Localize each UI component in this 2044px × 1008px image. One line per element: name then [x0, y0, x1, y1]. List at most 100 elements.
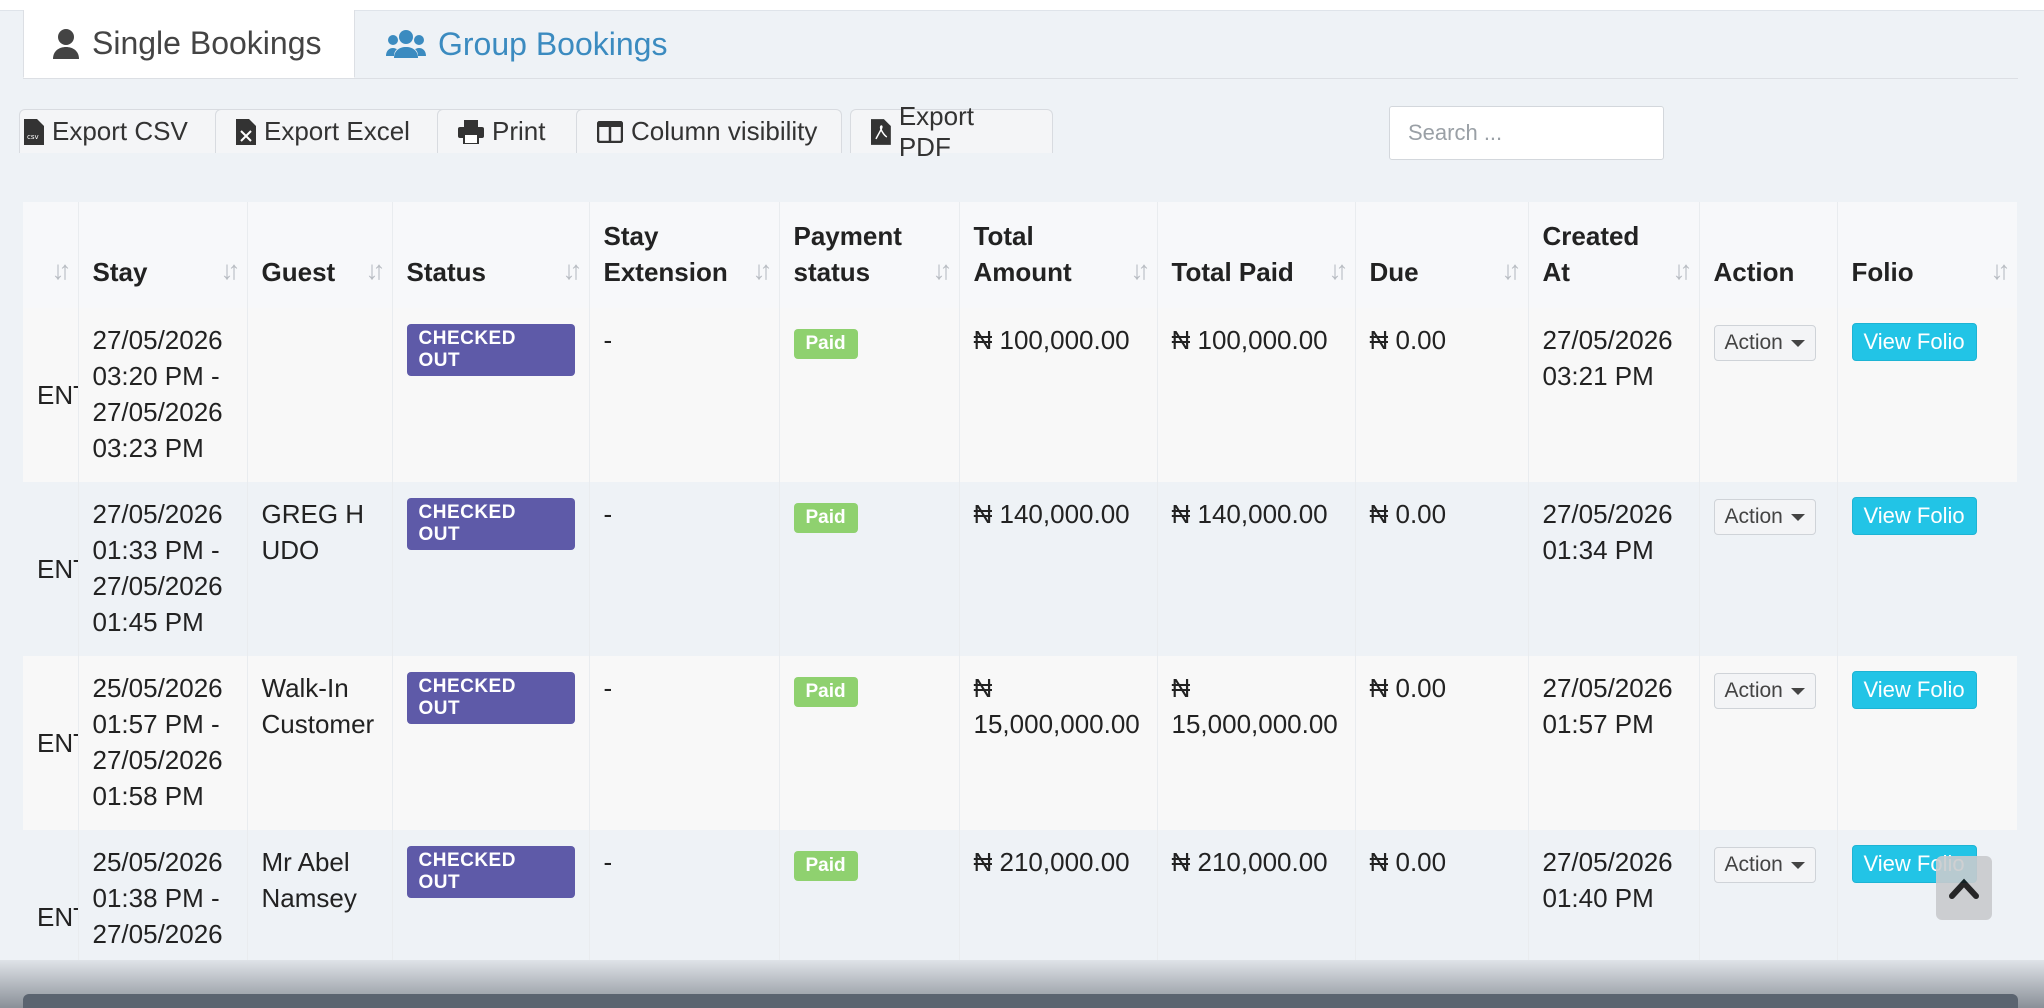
sort-icon: ↓↑: [1990, 255, 2011, 285]
table-header-row: ↓↑ Stay ↓↑ Guest ↓↑ Status ↓↑ Stay Extension…: [23, 202, 2017, 308]
col-header-total-paid[interactable]: Total Paid ↓↑: [1157, 202, 1356, 308]
csv-file-icon: csv: [24, 118, 44, 145]
cell-status: CHECKED OUT: [392, 830, 590, 982]
cell-total-amount: ₦ 140,000.00: [959, 482, 1158, 656]
col-header-total-amount[interactable]: Total Amount ↓↑: [959, 202, 1158, 308]
columns-icon: [597, 120, 623, 143]
cell-guest: Walk-In Customer: [247, 656, 393, 830]
column-visibility-button[interactable]: Column visibility: [576, 109, 842, 153]
cell-due: ₦ 0.00: [1355, 482, 1529, 656]
cell-total-amount: ₦ 15,000,000.00: [959, 656, 1158, 830]
svg-text:csv: csv: [27, 133, 39, 141]
cell-partial: ENT: [23, 482, 79, 656]
payment-status-badge: Paid: [793, 503, 858, 533]
cell-payment-status: Paid: [779, 830, 960, 982]
payment-status-badge: Paid: [793, 329, 858, 359]
cell-folio: View Folio: [1837, 656, 2017, 830]
view-folio-button[interactable]: View Folio: [1851, 497, 1977, 535]
col-header-action: Action: [1699, 202, 1838, 308]
cell-total-amount: ₦ 210,000.00: [959, 830, 1158, 982]
cell-total-paid: ₦ 100,000.00: [1157, 308, 1356, 482]
cell-total-paid: ₦ 210,000.00: [1157, 830, 1356, 982]
action-dropdown-button[interactable]: Action: [1713, 325, 1816, 361]
sort-icon: ↓↑: [1328, 255, 1349, 285]
sort-icon: ↓↑: [752, 255, 773, 285]
cell-partial: ENT: [23, 656, 79, 830]
print-button[interactable]: Print: [437, 109, 592, 153]
cell-guest: [247, 308, 393, 482]
col-header-partial[interactable]: ↓↑: [23, 202, 79, 308]
caret-down-icon: [1790, 861, 1805, 869]
cell-stay-extension: -: [589, 308, 780, 482]
col-header-stay-extension[interactable]: Stay Extension ↓↑: [589, 202, 780, 308]
cell-due: ₦ 0.00: [1355, 308, 1529, 482]
cell-created-at: 27/05/2026 01:34 PM: [1528, 482, 1700, 656]
scroll-to-top-button[interactable]: [1936, 856, 1992, 920]
cell-action: Action: [1699, 830, 1838, 982]
cell-partial: ENT: [23, 308, 79, 482]
cell-status: CHECKED OUT: [392, 482, 590, 656]
chevron-up-icon: [1949, 878, 1979, 899]
caret-down-icon: [1790, 339, 1805, 347]
cell-partial: ENT: [23, 830, 79, 982]
cell-stay: 27/05/2026 01:33 PM -27/05/2026 01:45 PM: [78, 482, 248, 656]
view-folio-button[interactable]: View Folio: [1851, 323, 1977, 361]
action-dropdown-button[interactable]: Action: [1713, 847, 1816, 883]
bookings-table-wrapper: ↓↑ Stay ↓↑ Guest ↓↑ Status ↓↑ Stay Extension…: [23, 202, 2017, 982]
cell-stay-extension: -: [589, 482, 780, 656]
search-input[interactable]: [1389, 106, 1664, 160]
col-header-guest[interactable]: Guest ↓↑: [247, 202, 393, 308]
tab-single-bookings[interactable]: Single Bookings: [23, 10, 355, 78]
col-header-payment-status[interactable]: Payment status ↓↑: [779, 202, 960, 308]
sort-icon: ↓↑: [562, 255, 583, 285]
status-badge: CHECKED OUT: [406, 498, 575, 550]
col-header-created-at[interactable]: Created At ↓↑: [1528, 202, 1700, 308]
caret-down-icon: [1790, 687, 1805, 695]
cell-created-at: 27/05/2026 03:21 PM: [1528, 308, 1700, 482]
cell-payment-status: Paid: [779, 308, 960, 482]
payment-status-badge: Paid: [793, 677, 858, 707]
tab-single-bookings-label: Single Bookings: [92, 25, 322, 61]
taskbar-strip: [23, 994, 2018, 1008]
bookings-table: ↓↑ Stay ↓↑ Guest ↓↑ Status ↓↑ Stay Extension…: [23, 202, 2017, 982]
export-csv-button[interactable]: csv Export CSV: [19, 109, 230, 153]
tab-group-bookings[interactable]: Group Bookings: [386, 10, 667, 78]
col-header-stay[interactable]: Stay ↓↑: [78, 202, 248, 308]
col-header-due[interactable]: Due ↓↑: [1355, 202, 1529, 308]
col-header-folio[interactable]: Folio ↓↑: [1837, 202, 2017, 308]
cell-stay: 27/05/2026 03:20 PM -27/05/2026 03:23 PM: [78, 308, 248, 482]
cell-folio: View Folio: [1837, 308, 2017, 482]
cell-payment-status: Paid: [779, 482, 960, 656]
col-header-status[interactable]: Status ↓↑: [392, 202, 590, 308]
users-icon: [386, 30, 426, 58]
view-folio-button[interactable]: View Folio: [1851, 671, 1977, 709]
cell-status: CHECKED OUT: [392, 308, 590, 482]
status-badge: CHECKED OUT: [406, 672, 575, 724]
tab-group-bookings-label: Group Bookings: [438, 25, 668, 62]
cell-payment-status: Paid: [779, 656, 960, 830]
action-dropdown-button[interactable]: Action: [1713, 673, 1816, 709]
sort-icon: ↓↑: [932, 255, 953, 285]
status-badge: CHECKED OUT: [406, 324, 575, 376]
export-excel-button[interactable]: Export Excel: [215, 109, 453, 153]
cell-created-at: 27/05/2026 01:40 PM: [1528, 830, 1700, 982]
sort-icon: ↓↑: [365, 255, 386, 285]
excel-file-icon: [236, 118, 256, 145]
caret-down-icon: [1790, 513, 1805, 521]
action-dropdown-button[interactable]: Action: [1713, 499, 1816, 535]
booking-tabs: Single Bookings Group Bookings: [23, 10, 2018, 79]
cell-due: ₦ 0.00: [1355, 656, 1529, 830]
payment-status-badge: Paid: [793, 851, 858, 881]
sort-icon: ↓↑: [1130, 255, 1151, 285]
sort-icon: ↓↑: [1501, 255, 1522, 285]
cell-stay-extension: -: [589, 656, 780, 830]
printer-icon: [458, 119, 484, 144]
sort-icon: ↓↑: [1672, 255, 1693, 285]
export-pdf-button[interactable]: Export PDF: [850, 101, 1053, 162]
sort-icon: ↓↑: [51, 255, 72, 285]
cell-guest: Mr Abel Namsey: [247, 830, 393, 982]
